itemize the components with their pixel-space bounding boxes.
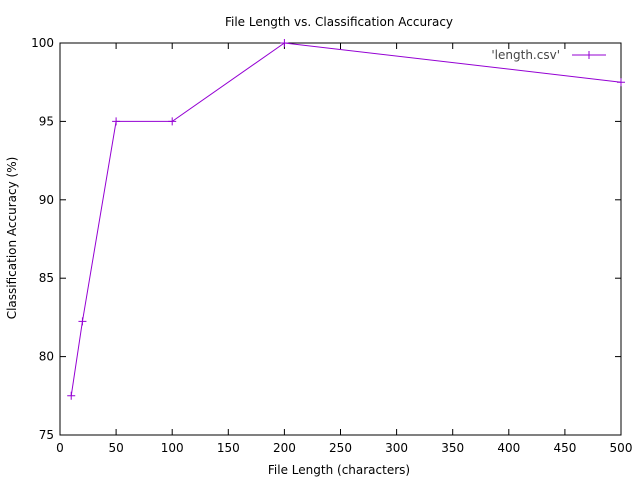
y-tick-label: 90 bbox=[39, 193, 54, 207]
series-line bbox=[70, 42, 622, 396]
y-tick-label: 100 bbox=[31, 36, 54, 50]
legend-label: 'length.csv' bbox=[491, 48, 560, 62]
x-tick-label: 300 bbox=[385, 441, 408, 455]
plot-frame bbox=[59, 42, 622, 436]
x-tick-label: 500 bbox=[610, 441, 633, 455]
x-tick-label: 450 bbox=[553, 441, 576, 455]
y-axis-title: Classification Accuracy (%) bbox=[5, 157, 19, 320]
chart-title: File Length vs. Classification Accuracy bbox=[225, 15, 453, 29]
axis-ticks: 0 50 100 150 200 250 300 350 400 450 500 75 80 85 90 95… bbox=[31, 36, 632, 455]
data-point bbox=[280, 39, 289, 47]
x-tick-label: 200 bbox=[273, 441, 296, 455]
data-point bbox=[67, 391, 76, 400]
data-point bbox=[112, 117, 121, 126]
y-tick-label: 75 bbox=[39, 428, 54, 442]
legend: 'length.csv' bbox=[491, 48, 606, 62]
x-tick-label: 150 bbox=[217, 441, 240, 455]
y-tick-label: 85 bbox=[39, 271, 54, 285]
x-tick-label: 100 bbox=[161, 441, 184, 455]
x-tick-label: 0 bbox=[56, 441, 64, 455]
y-tick-label: 95 bbox=[39, 114, 54, 128]
series-layer bbox=[67, 39, 625, 400]
data-point bbox=[168, 117, 177, 126]
x-tick-label: 50 bbox=[108, 441, 123, 455]
x-tick-label: 350 bbox=[441, 441, 464, 455]
legend-marker bbox=[585, 51, 593, 59]
data-point bbox=[617, 78, 625, 87]
x-axis-title: File Length (characters) bbox=[268, 463, 410, 477]
y-tick-label: 80 bbox=[39, 350, 54, 364]
x-tick-label: 400 bbox=[497, 441, 520, 455]
x-tick-label: 250 bbox=[329, 441, 352, 455]
data-point bbox=[78, 317, 87, 326]
